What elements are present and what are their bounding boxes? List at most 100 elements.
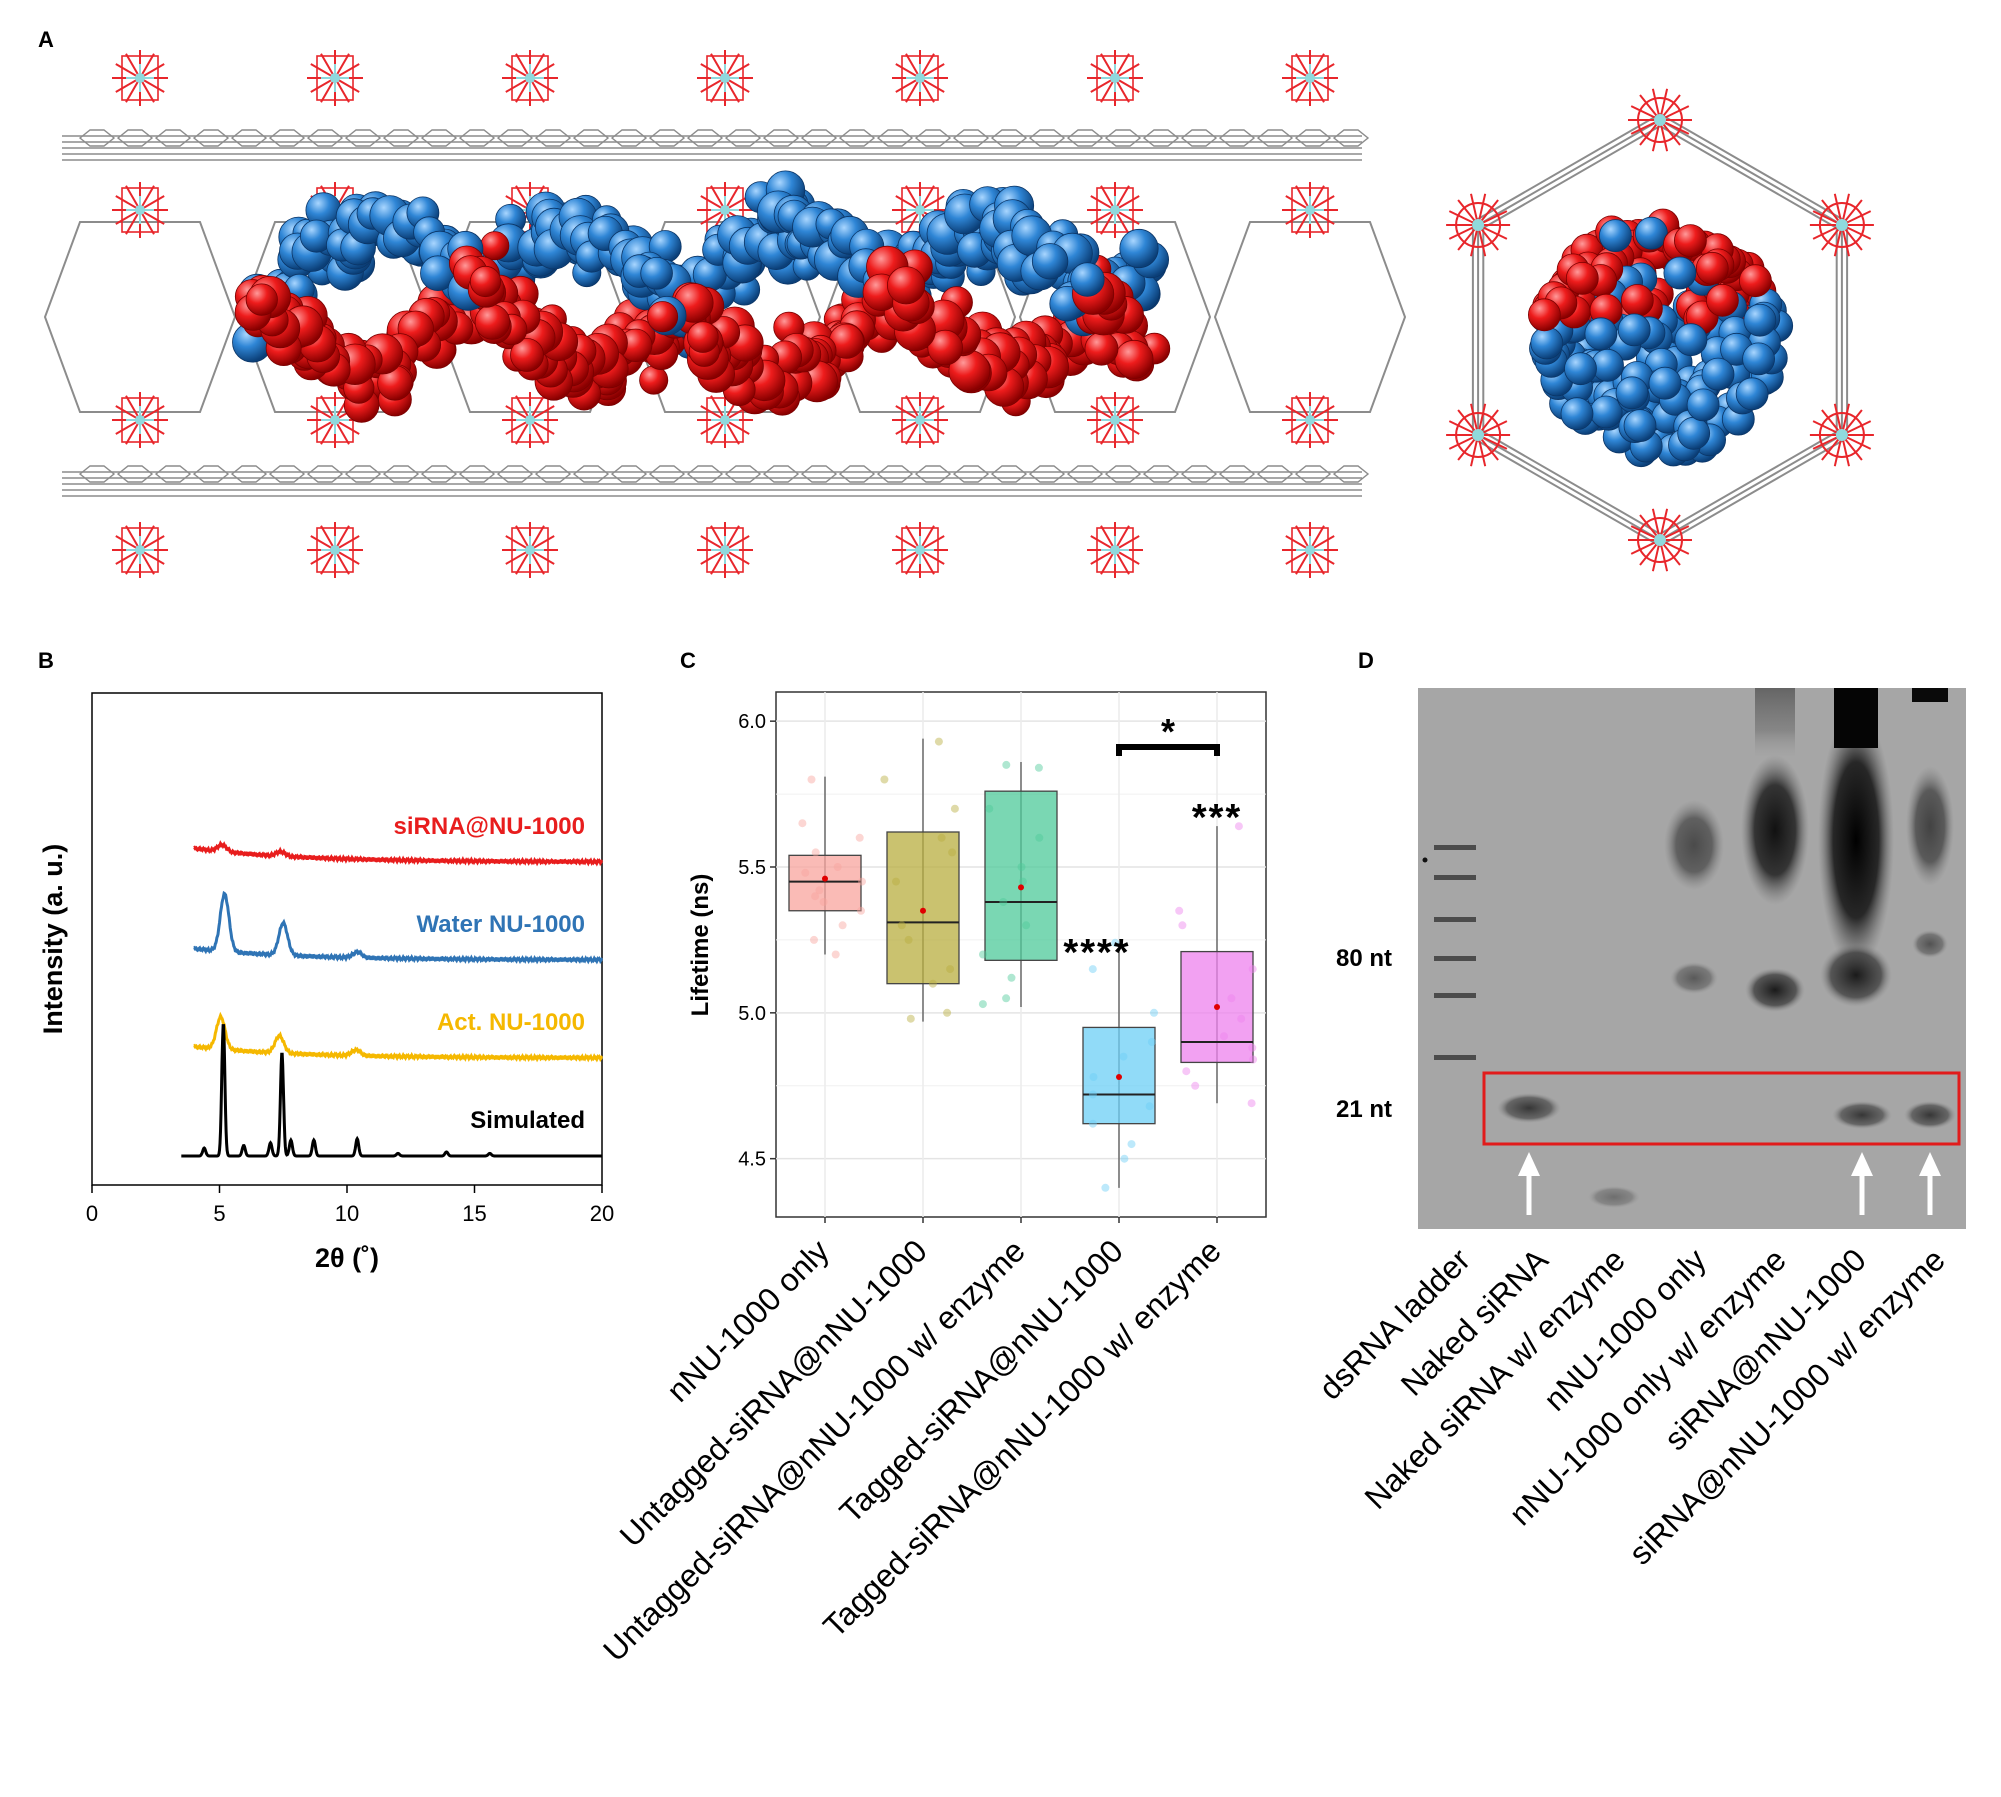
linker-ring xyxy=(838,465,876,483)
linker-ring xyxy=(914,129,952,147)
significance-stars: *** xyxy=(1192,797,1242,839)
node-frame xyxy=(1096,187,1134,233)
linker-ring xyxy=(1104,465,1142,483)
data-point xyxy=(892,877,900,886)
data-point xyxy=(1022,921,1031,930)
panel-label-d: D xyxy=(1358,648,1374,673)
zr-node xyxy=(892,522,948,578)
linker-ring xyxy=(1142,129,1180,147)
zr-node xyxy=(307,50,363,106)
linker-ring xyxy=(724,129,762,147)
red-strand-atom xyxy=(510,338,544,372)
series-label: Water NU-1000 xyxy=(416,911,585,938)
boxplot-y-ticks: 4.5 5.0 5.5 6.0 xyxy=(738,711,776,1171)
data-point xyxy=(819,898,828,906)
significance-star: * xyxy=(1161,711,1175,752)
zr-atom xyxy=(1835,429,1848,441)
data-point xyxy=(815,886,824,895)
zr-node xyxy=(697,50,753,106)
linker-ring xyxy=(230,465,268,483)
data-point xyxy=(1178,921,1187,930)
panel-c-lifetime-boxplot: ******** 4.55.05.56.0 nNU-1000 onlyUntag… xyxy=(596,691,1267,1668)
node-frame xyxy=(1096,55,1134,101)
zr-node xyxy=(892,50,948,106)
series-line-act-nu-1000 xyxy=(193,1011,604,1063)
zr-node xyxy=(112,392,168,448)
cage-outline xyxy=(1213,221,1407,413)
red-strand-atom xyxy=(474,304,511,340)
red-strand-atom xyxy=(1565,261,1599,295)
cage-outline xyxy=(1018,221,1212,413)
node-ring xyxy=(1637,97,1683,143)
data-point xyxy=(979,950,987,959)
linker-ring xyxy=(876,129,914,147)
zr-node xyxy=(112,522,168,578)
node-frame xyxy=(121,55,159,101)
linker-ring xyxy=(1180,465,1218,483)
mean-marker xyxy=(1214,1004,1220,1010)
cage-outline xyxy=(43,221,237,413)
boxplot-x-categories: nNU-1000 onlyUntagged-siRNA@nNU-1000Unta… xyxy=(596,1217,1228,1668)
x-tick-label: 5 xyxy=(213,1201,225,1226)
zr-node xyxy=(1628,88,1692,152)
linker-ring xyxy=(952,129,990,147)
linker-ring xyxy=(800,465,838,483)
node-frame xyxy=(1291,55,1329,101)
data-point xyxy=(1182,1067,1191,1076)
data-point xyxy=(857,906,865,915)
data-point xyxy=(943,1008,952,1017)
linker-ring xyxy=(914,465,952,483)
blue-strand-atom xyxy=(1615,376,1649,410)
linker-ring xyxy=(306,465,344,483)
linker-ring xyxy=(800,129,838,147)
linker-ring xyxy=(572,465,610,483)
series-label: Act. NU-1000 xyxy=(437,1009,585,1036)
significance-stars: **** xyxy=(1063,932,1130,974)
node-frame xyxy=(316,55,354,101)
linker-ring xyxy=(306,129,344,147)
node-frame xyxy=(511,397,549,443)
data-point xyxy=(1145,1102,1154,1111)
panel-label-c: C xyxy=(680,648,696,673)
data-point xyxy=(1017,863,1026,871)
linker-ring xyxy=(952,465,990,483)
linker-ring xyxy=(268,465,306,483)
x-tick-label: 10 xyxy=(335,1201,359,1226)
linker-ring xyxy=(154,465,192,483)
panel-label-b: B xyxy=(38,648,54,673)
red-strand-atom xyxy=(480,231,510,261)
data-point xyxy=(1247,1099,1256,1108)
linker-ring xyxy=(116,129,154,147)
node-frame xyxy=(1096,397,1134,443)
linker-ring xyxy=(420,465,458,483)
zr-node xyxy=(1282,392,1338,448)
linker-ring xyxy=(1066,129,1104,147)
mean-marker xyxy=(822,875,828,882)
zr-node xyxy=(502,392,558,448)
linker-ring xyxy=(610,465,648,483)
data-point xyxy=(1119,1052,1128,1061)
linker-ring xyxy=(230,129,268,147)
smear xyxy=(1741,755,1809,905)
data-point xyxy=(1088,965,1097,974)
linker-ring xyxy=(1104,129,1142,147)
arrow-head xyxy=(1518,1152,1540,1176)
linker-ring xyxy=(838,129,876,147)
linker-ring xyxy=(78,129,116,147)
linker-ring xyxy=(686,129,724,147)
well xyxy=(1834,688,1878,748)
blue-strand-atom xyxy=(1589,395,1623,429)
speck xyxy=(1422,857,1428,863)
arrow-head xyxy=(1851,1152,1873,1176)
zr-atom xyxy=(1472,219,1485,231)
linker-ring xyxy=(382,465,420,483)
linker-ring xyxy=(648,129,686,147)
linker-ring xyxy=(1294,465,1332,483)
linker-ring xyxy=(192,129,230,147)
zr-atom xyxy=(1654,114,1666,126)
band-21nt xyxy=(1497,1093,1561,1123)
blue-strand-atom xyxy=(1743,303,1777,337)
node-frame xyxy=(901,397,939,443)
red-strand-atom xyxy=(1620,284,1654,317)
